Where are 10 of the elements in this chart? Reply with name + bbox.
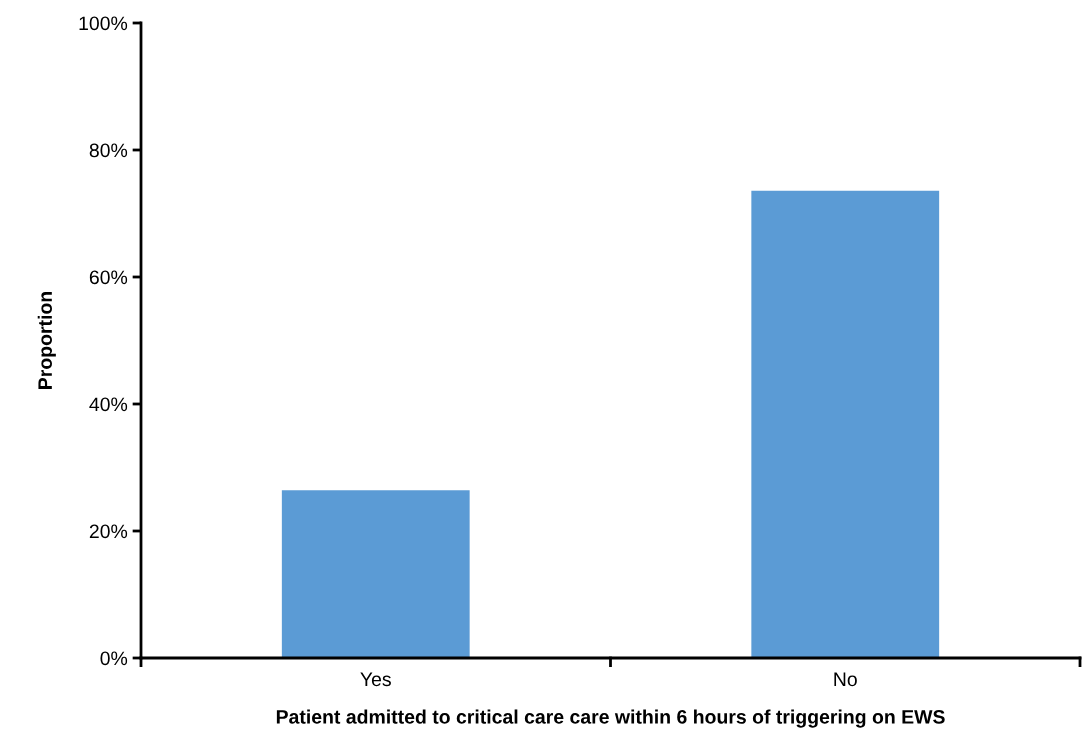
y-tick-label: 0% [100,651,128,666]
x-tick-label: No [834,672,857,687]
y-tick-label: 80% [89,143,128,158]
y-tick-label: 60% [89,270,128,285]
y-tick-label: 100% [79,16,128,31]
x-axis-title: Patient admitted to critical care care within 6 hours of triggering on EWS [276,709,945,728]
y-tick-label: 20% [89,524,128,539]
y-tick-label: 40% [89,397,128,412]
x-tick-label: Yes [360,672,391,687]
y-axis-title: Proportion [37,292,56,389]
